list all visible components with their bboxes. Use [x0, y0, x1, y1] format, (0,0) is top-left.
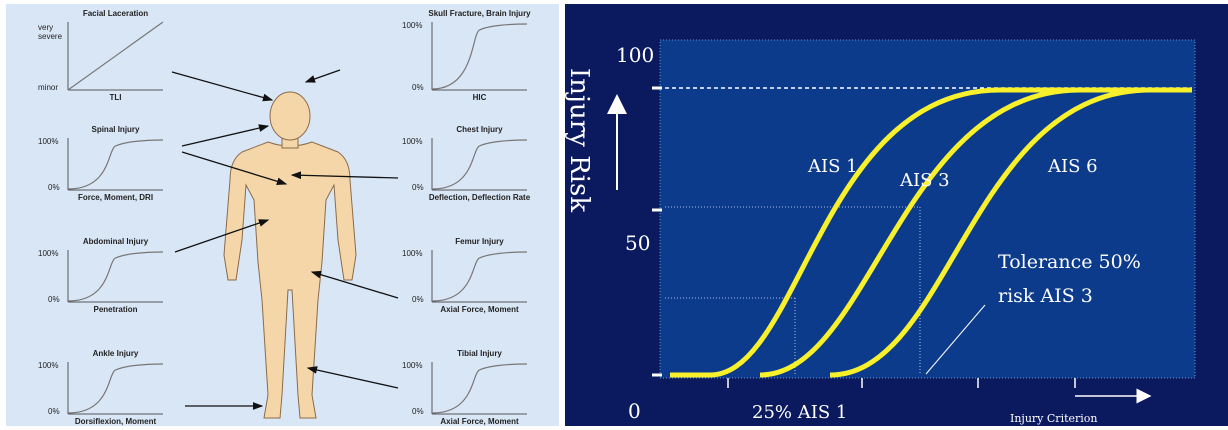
- x-label: Penetration: [93, 305, 137, 314]
- curve-label: AIS 6: [1047, 156, 1098, 177]
- panel-title: Ankle Injury: [93, 349, 139, 358]
- y-top-label: 100%: [402, 21, 422, 30]
- y-bottom-label: 0%: [412, 407, 424, 416]
- annotation: Tolerance 50%: [998, 251, 1141, 273]
- y-top-label: 100%: [38, 137, 58, 146]
- y-bottom-label: 0%: [412, 295, 424, 304]
- panel-title: Spinal Injury: [91, 125, 140, 134]
- curve-label: AIS 3: [899, 170, 950, 191]
- y-bottom-label: 0%: [48, 295, 60, 304]
- x-label: Force, Moment, DRI: [78, 193, 153, 202]
- x-marker-label: 25% AIS 1: [752, 402, 847, 423]
- y-bottom-label: 0%: [412, 83, 424, 92]
- y-bottom-label: 0%: [412, 183, 424, 192]
- panel-title: Chest Injury: [456, 125, 503, 134]
- y-bottom-label: minor: [38, 83, 58, 92]
- y-bottom-label: 0%: [48, 407, 60, 416]
- y-top-label: 100%: [402, 137, 422, 146]
- y-tick-label: 50: [625, 231, 650, 255]
- x-axis-title: Injury Criterion: [1010, 412, 1098, 425]
- panel-title: Abdominal Injury: [83, 237, 149, 246]
- y-tick-label: 0: [628, 399, 641, 423]
- figure: Facial LacerationverysevereminorTLISpina…: [0, 0, 1228, 430]
- x-label: TLI: [110, 93, 122, 102]
- x-label: Deflection, Deflection Rate: [429, 193, 531, 202]
- y-tick-label: 100: [616, 43, 654, 67]
- x-label: Dorsiflexion, Moment: [75, 417, 157, 426]
- y-top-label: 100%: [38, 361, 58, 370]
- x-label: Axial Force, Moment: [440, 417, 519, 426]
- x-label: HIC: [473, 93, 487, 102]
- curve-label: AIS 1: [807, 156, 858, 177]
- panel-title: Femur Injury: [455, 237, 504, 246]
- y-top-label: 100%: [402, 249, 422, 258]
- page: Facial LacerationverysevereminorTLISpina…: [0, 0, 1228, 430]
- y-top-label: 100%: [402, 361, 422, 370]
- x-label: Axial Force, Moment: [440, 305, 519, 314]
- panel-title: Tibial Injury: [457, 349, 502, 358]
- y-axis-title: Injury Risk: [564, 68, 594, 212]
- y-bottom-label: 0%: [48, 183, 60, 192]
- panel-title: Facial Laceration: [83, 9, 148, 18]
- panel-title: Skull Fracture, Brain Injury: [428, 9, 531, 18]
- y-top-label: 100%: [38, 249, 58, 258]
- annotation: risk AIS 3: [998, 285, 1093, 307]
